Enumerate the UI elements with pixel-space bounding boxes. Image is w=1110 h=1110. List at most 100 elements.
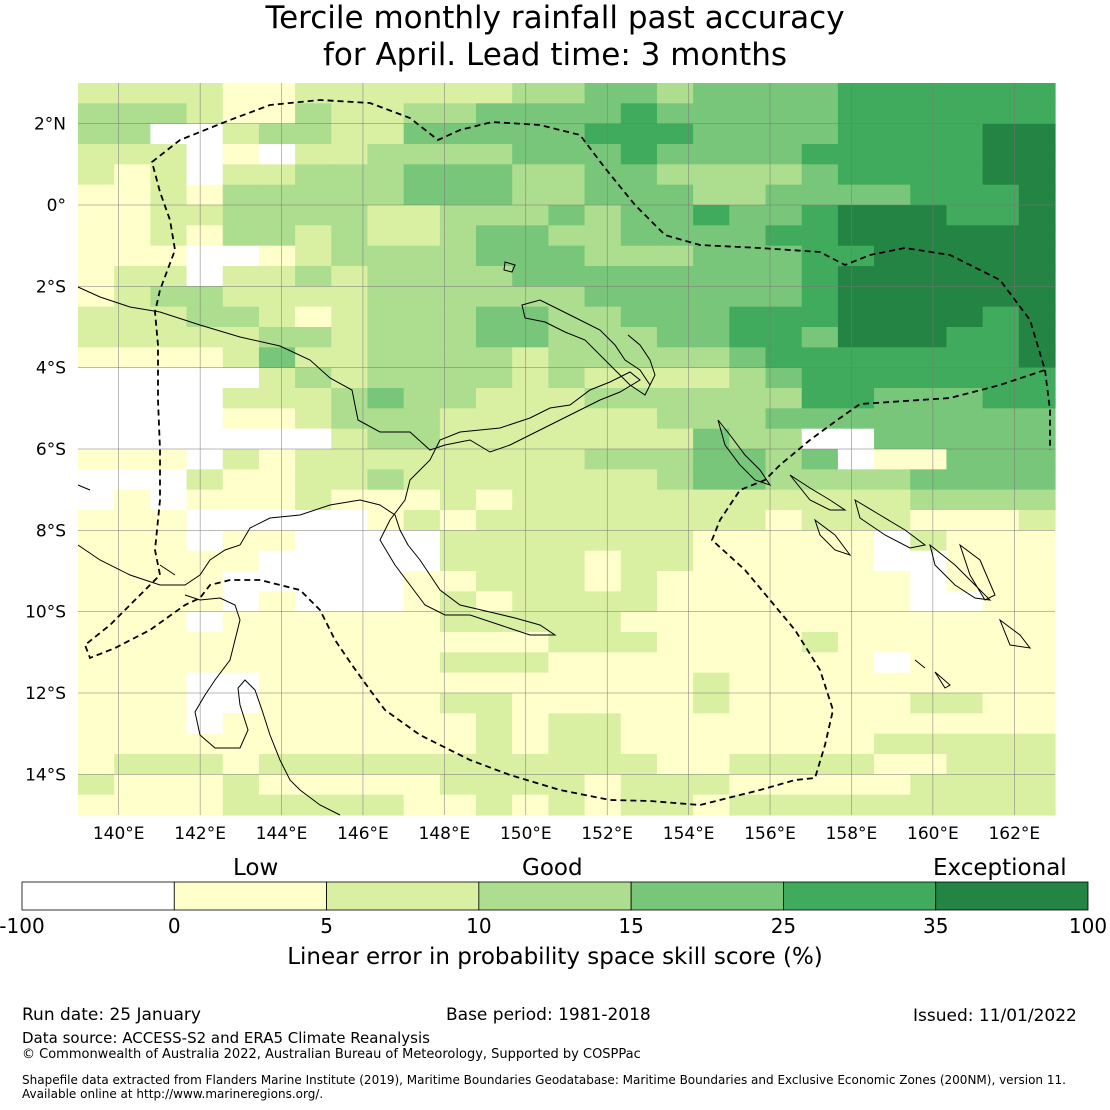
skill-cell xyxy=(222,489,260,511)
skill-cell xyxy=(620,713,658,735)
skill-cell xyxy=(512,550,550,572)
skill-cell xyxy=(295,489,332,511)
skill-cell xyxy=(548,693,586,714)
skill-cell xyxy=(910,306,948,328)
skill-cell xyxy=(693,144,730,165)
skill-cell xyxy=(186,652,224,674)
skill-cell xyxy=(258,205,296,226)
skill-cell xyxy=(801,327,839,348)
skill-cell xyxy=(512,469,550,491)
skill-cell xyxy=(874,205,911,226)
skill-cell xyxy=(837,205,875,226)
skill-cell xyxy=(801,530,839,552)
skill-cell xyxy=(114,225,151,247)
skill-cell xyxy=(367,774,405,796)
skill-cell xyxy=(801,611,839,633)
latitude-tick-label: 8°S xyxy=(36,521,66,541)
skill-cell xyxy=(765,388,803,409)
skill-cell xyxy=(403,388,441,409)
skill-cell xyxy=(837,510,875,531)
skill-cell xyxy=(801,469,839,491)
skill-cell xyxy=(620,245,658,267)
skill-cell xyxy=(295,388,332,409)
skill-cell xyxy=(693,611,730,633)
skill-cell xyxy=(946,672,984,694)
skill-cell xyxy=(439,672,477,694)
skill-cell xyxy=(874,428,911,450)
skill-cell xyxy=(982,306,1020,328)
skill-cell xyxy=(801,347,839,369)
skill-cell xyxy=(222,123,260,145)
skill-cell xyxy=(295,123,332,145)
skill-cell xyxy=(548,306,586,328)
skill-cell xyxy=(584,550,622,572)
skill-cell xyxy=(78,103,115,125)
skill-cell xyxy=(837,144,875,165)
skill-cell xyxy=(331,550,369,572)
skill-cell xyxy=(78,388,115,409)
skill-cell xyxy=(693,306,730,328)
skill-cell xyxy=(837,266,875,287)
skill-cell xyxy=(946,347,984,369)
skill-cell xyxy=(114,774,151,796)
skill-cell xyxy=(331,388,369,409)
skill-cell xyxy=(222,469,260,491)
skill-cell xyxy=(114,754,151,775)
skill-cell xyxy=(729,83,767,104)
skill-cell xyxy=(258,632,296,653)
skill-cell xyxy=(367,632,405,653)
skill-cell xyxy=(693,713,730,735)
skill-cell xyxy=(946,205,984,226)
skill-cell xyxy=(729,591,767,613)
skill-cell xyxy=(186,611,224,633)
skill-cell xyxy=(222,591,260,613)
skill-cell xyxy=(186,408,224,430)
skill-cell xyxy=(910,733,948,755)
skill-cell xyxy=(258,774,296,796)
skill-cell xyxy=(295,571,332,592)
skill-cell xyxy=(476,693,513,714)
skill-cell xyxy=(512,571,550,592)
skill-cell xyxy=(982,367,1020,389)
skill-cell xyxy=(693,408,730,430)
skill-cell xyxy=(837,794,875,816)
skill-cell xyxy=(693,225,730,247)
skill-cell xyxy=(150,83,188,104)
skill-cell xyxy=(765,774,803,796)
skill-cell xyxy=(548,347,586,369)
skill-cell xyxy=(114,327,151,348)
skill-cell xyxy=(982,327,1020,348)
northern-australia-coastline xyxy=(77,484,176,576)
skill-cell xyxy=(367,428,405,450)
skill-cell xyxy=(331,428,369,450)
skill-cell xyxy=(150,632,188,653)
skill-cell xyxy=(258,266,296,287)
skill-cell xyxy=(874,286,911,308)
skill-cell xyxy=(295,103,332,125)
skill-cell xyxy=(801,794,839,816)
colorbar-tick-label: -100 xyxy=(0,914,45,938)
skill-cell xyxy=(258,245,296,267)
skill-cell xyxy=(548,266,586,287)
skill-cell xyxy=(114,367,151,389)
skill-cell xyxy=(874,611,911,633)
skill-cell xyxy=(114,489,151,511)
skill-cell xyxy=(729,794,767,816)
skill-cell xyxy=(186,164,224,186)
skill-cell xyxy=(222,652,260,674)
skill-cell xyxy=(439,530,477,552)
skill-cell xyxy=(1018,286,1056,308)
skill-cell xyxy=(729,388,767,409)
skill-cell xyxy=(874,713,911,735)
skill-cell xyxy=(476,754,513,775)
skill-cell xyxy=(367,327,405,348)
skill-cell xyxy=(656,632,694,653)
skill-cell xyxy=(801,713,839,735)
skill-cell xyxy=(186,550,224,572)
skill-cell xyxy=(258,489,296,511)
skill-cell xyxy=(295,611,332,633)
skill-cell xyxy=(946,693,984,714)
skill-cell xyxy=(403,164,441,186)
skill-cell xyxy=(367,266,405,287)
skill-cell xyxy=(78,530,115,552)
